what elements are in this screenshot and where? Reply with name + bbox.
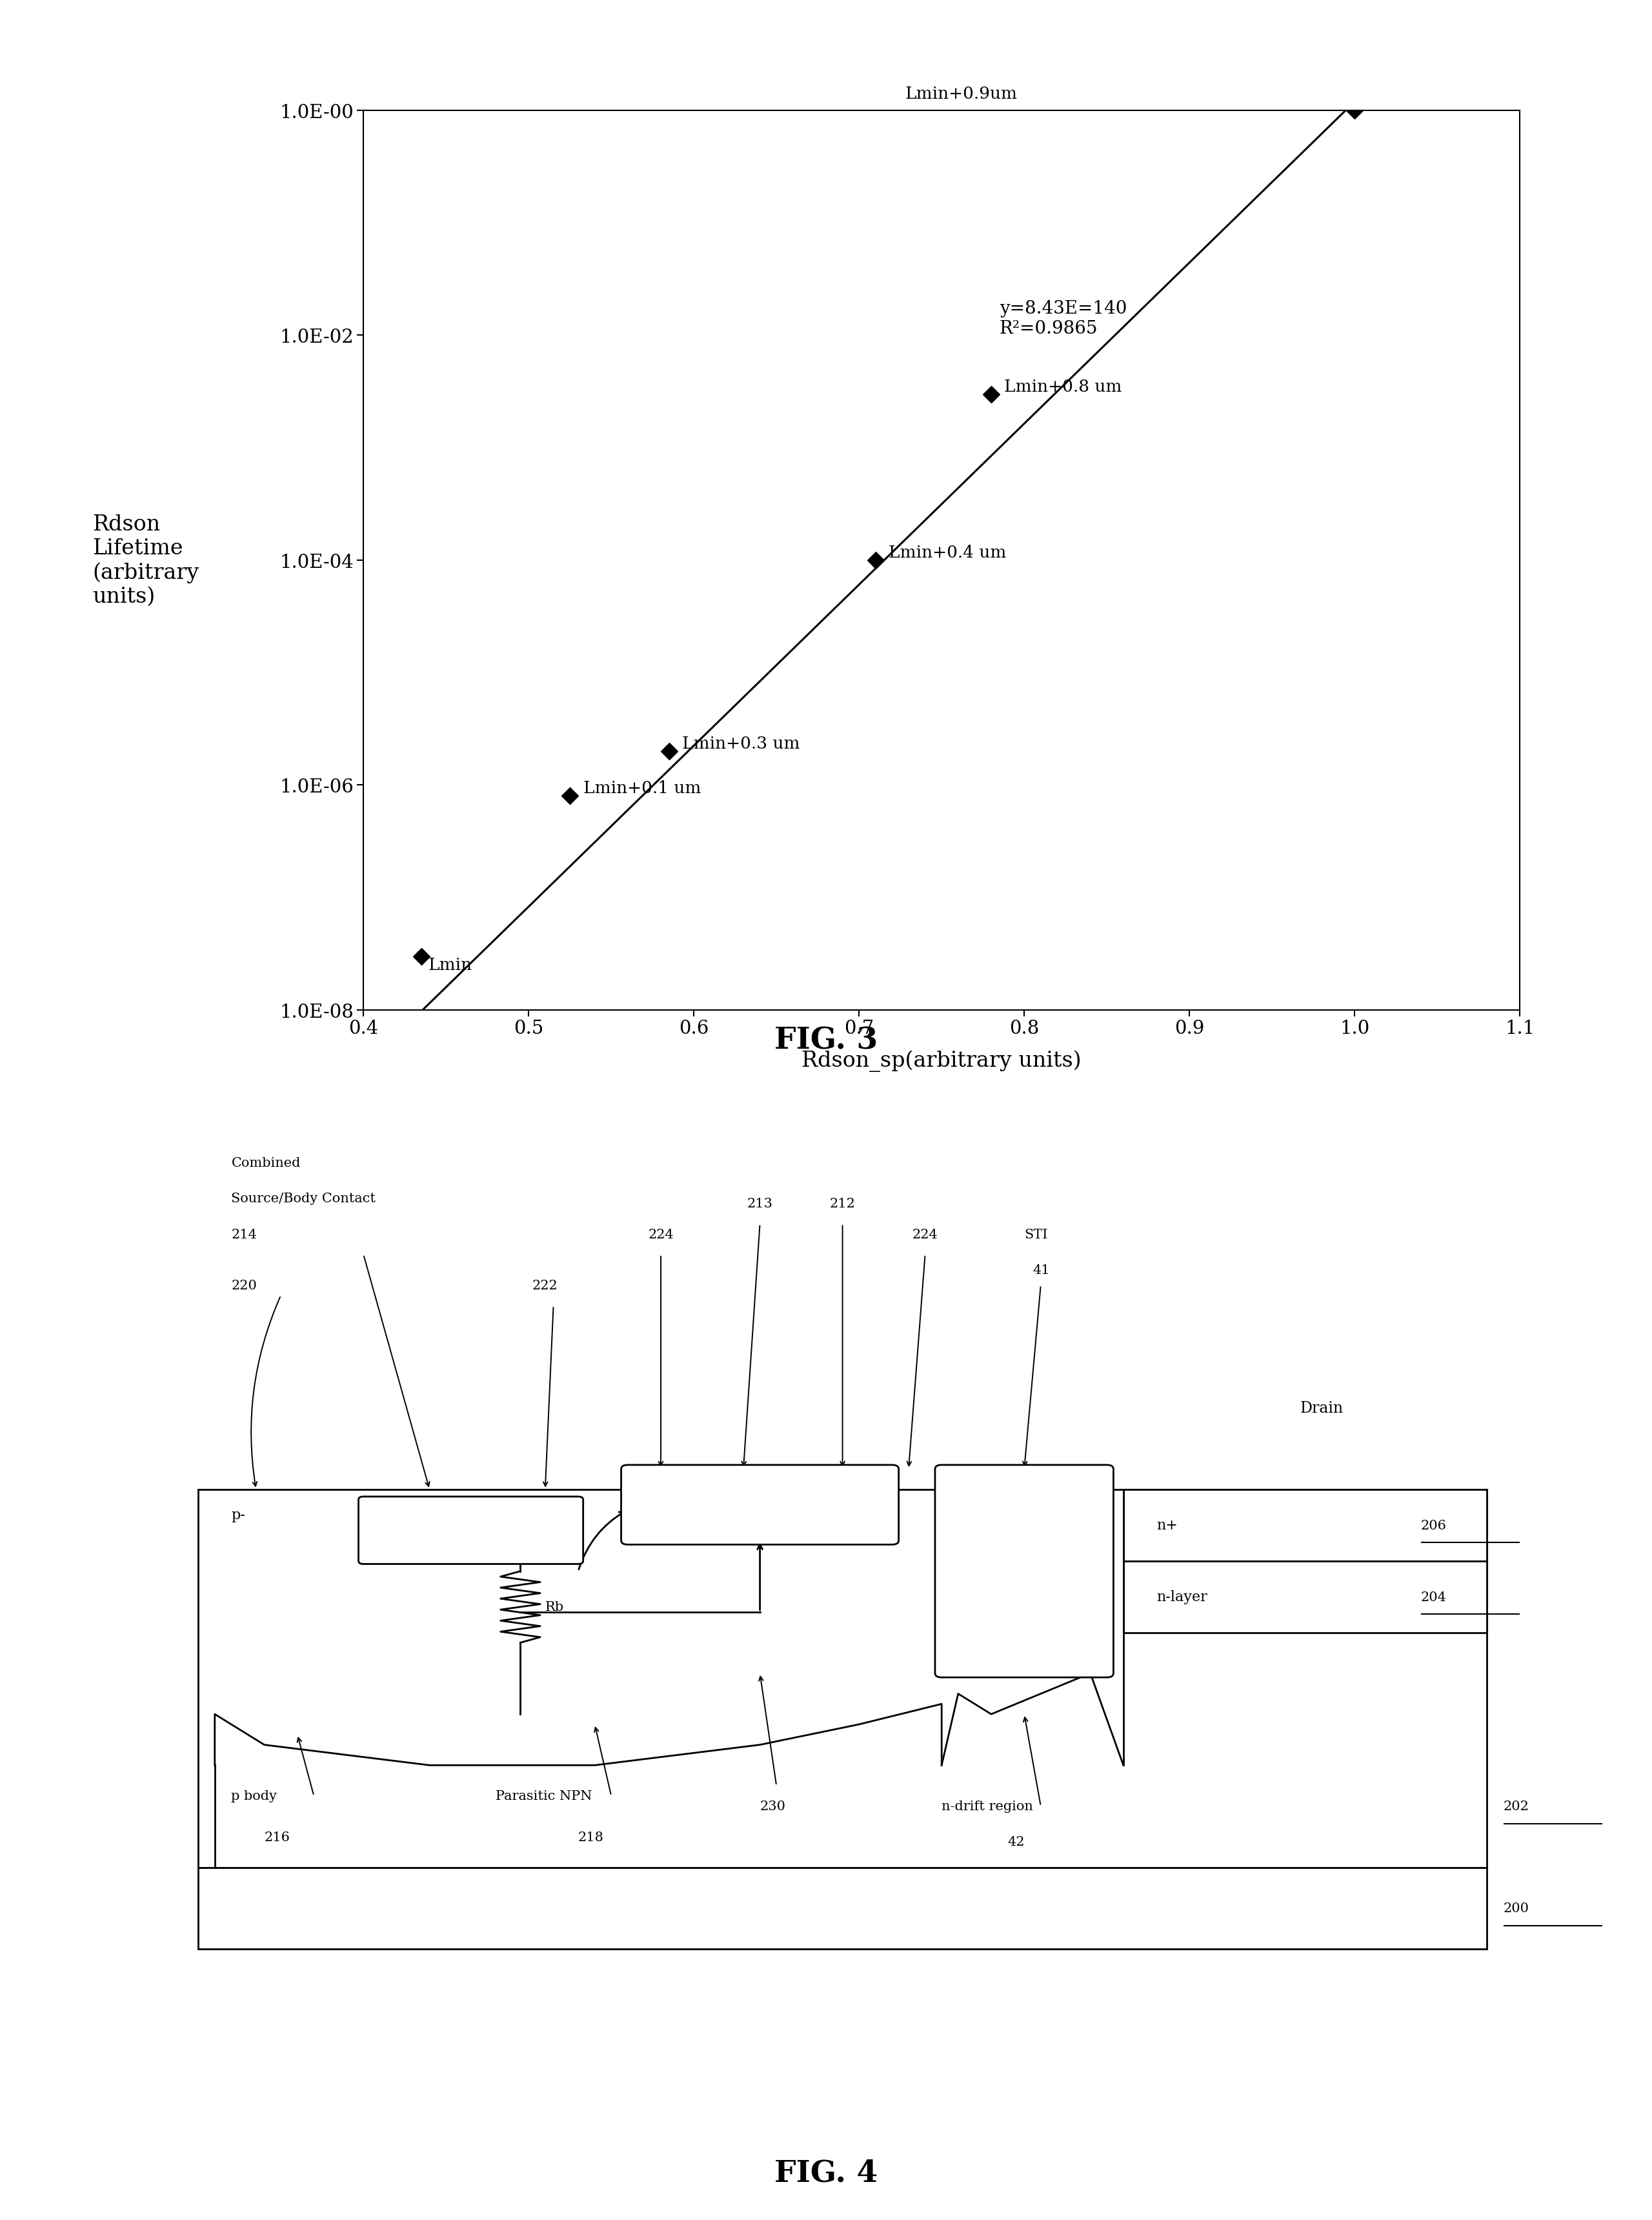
FancyBboxPatch shape [358,1496,583,1565]
Text: 220: 220 [231,1279,258,1292]
Text: Lmin+0.3 um: Lmin+0.3 um [682,735,800,753]
Text: Lmin: Lmin [428,957,472,972]
Text: 200: 200 [1503,1903,1530,1914]
Text: 230: 230 [760,1800,786,1812]
Text: STI: STI [1024,1228,1047,1241]
FancyBboxPatch shape [621,1465,899,1545]
Text: 202: 202 [1503,1800,1530,1812]
Text: 224: 224 [648,1228,674,1241]
Text: n+: n+ [461,1523,481,1538]
Text: Source/Body Contact: Source/Body Contact [231,1192,377,1205]
Text: 41: 41 [1032,1263,1049,1276]
Text: 222: 222 [532,1279,558,1292]
Text: 214: 214 [231,1228,258,1241]
Y-axis label: Rdson
Lifetime
(arbitrary
units): Rdson Lifetime (arbitrary units) [93,515,200,606]
Text: FIG. 3: FIG. 3 [775,1026,877,1054]
FancyBboxPatch shape [935,1465,1113,1678]
Text: Lmin+0.1 um: Lmin+0.1 um [583,779,700,797]
Text: 224: 224 [912,1228,938,1241]
Bar [1123,1561,1487,1632]
Text: Parasitic NPN: Parasitic NPN [496,1789,591,1803]
Text: p-: p- [231,1507,246,1523]
Text: 42: 42 [1008,1836,1024,1847]
Text: Lmin+0.8 um: Lmin+0.8 um [1004,377,1122,395]
Text: 216: 216 [264,1832,291,1843]
Text: y=8.43E=140
R²=0.9865: y=8.43E=140 R²=0.9865 [999,300,1127,337]
Text: p body: p body [231,1789,278,1803]
Text: Lmin+0.4 um: Lmin+0.4 um [889,544,1006,559]
Bar [198,1867,1487,1949]
Text: 40: 40 [1014,1565,1034,1578]
Text: Combined: Combined [231,1157,301,1170]
Text: 218: 218 [578,1832,605,1843]
Text: n-layer: n-layer [1156,1590,1208,1603]
Bar [1123,1490,1487,1561]
Text: n-drift region: n-drift region [942,1800,1032,1812]
Text: Rb: Rb [545,1601,563,1614]
Text: FIG. 4: FIG. 4 [775,2158,877,2187]
Text: Lmin+0.9um: Lmin+0.9um [905,87,1018,102]
Text: 213: 213 [747,1197,773,1210]
Text: 204: 204 [1421,1592,1447,1603]
Text: 206: 206 [1421,1518,1447,1532]
Text: n+: n+ [1156,1518,1178,1532]
Text: 212: 212 [829,1197,856,1210]
Text: Drain: Drain [1300,1401,1343,1416]
Bar [198,1490,1487,1867]
X-axis label: Rdson_sp(arbitrary units): Rdson_sp(arbitrary units) [801,1050,1082,1072]
